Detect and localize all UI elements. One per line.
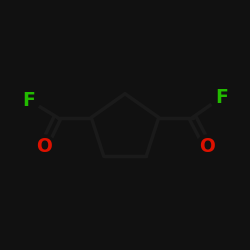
Text: O: O — [36, 137, 52, 156]
Text: F: F — [22, 90, 35, 110]
Circle shape — [196, 135, 219, 158]
Circle shape — [18, 89, 40, 111]
Circle shape — [32, 135, 55, 158]
Text: F: F — [215, 88, 228, 107]
Circle shape — [210, 86, 233, 109]
Text: O: O — [200, 137, 216, 156]
